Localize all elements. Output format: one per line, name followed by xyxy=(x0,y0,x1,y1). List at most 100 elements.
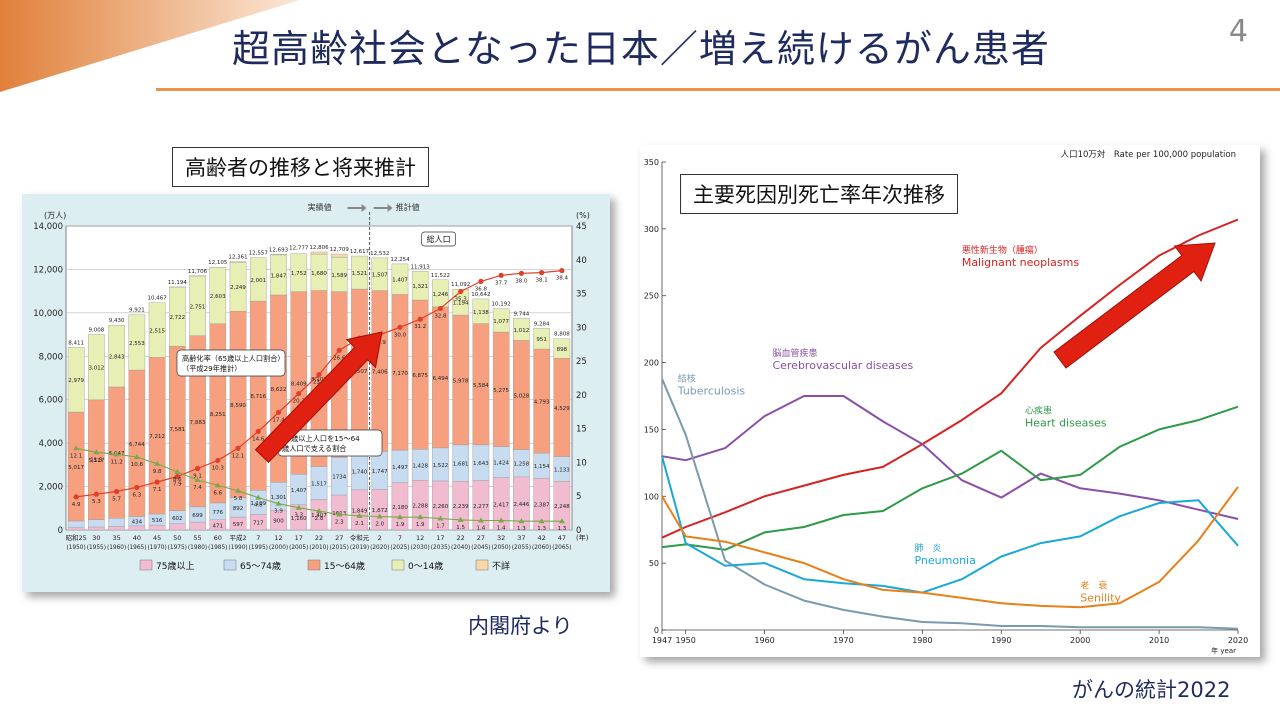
bar-value-label: 7,581 xyxy=(169,427,185,433)
x-tick-year: (2065) xyxy=(552,545,571,551)
y2-tick-label: 5 xyxy=(576,492,581,502)
legend-swatch xyxy=(307,559,321,571)
bar-value-label: 7,212 xyxy=(149,434,165,440)
bar-seg-0-14 xyxy=(411,271,429,301)
x-tick-year: (1965) xyxy=(127,545,146,551)
bar-value-label: 1,680 xyxy=(311,271,327,277)
support-ratio-point xyxy=(255,494,262,500)
support-ratio-point xyxy=(133,454,140,460)
x-tick-label: 12 xyxy=(416,534,424,542)
bar-value-label: 7,406 xyxy=(372,370,388,376)
x-tick-label: 40 xyxy=(133,534,141,542)
bar-seg-75plus xyxy=(169,523,186,531)
total-label: 9,008 xyxy=(88,327,104,333)
y2-tick-label: 15 xyxy=(576,425,587,435)
mortality-chart-panel: 0 50 100 150 200 250 300 350 1947 1950 1960 1970 198… xyxy=(640,145,1260,657)
mortality-source: がんの統計2022 xyxy=(1072,678,1231,702)
bar-value-label: 5,978 xyxy=(453,378,469,384)
bar-value-label: 1,847 xyxy=(271,273,287,279)
support-ratio-point xyxy=(477,517,484,523)
total-label: 9,430 xyxy=(109,318,125,324)
aging-rate-point xyxy=(316,372,322,378)
x-tick-label: 35 xyxy=(112,534,120,542)
bar-value-label: 471 xyxy=(213,523,224,529)
x-tick-year: (2055) xyxy=(512,545,531,551)
x-tick-label: 2000 xyxy=(1070,636,1090,645)
slide-title: 超高齢社会となった日本／増え続けるがん患者 xyxy=(232,27,1050,71)
bar-value-label: 1,077 xyxy=(493,319,509,325)
bar-value-label: 1,138 xyxy=(473,310,489,316)
y-tick-label: 300 xyxy=(644,225,659,234)
total-label: 10,192 xyxy=(492,302,511,308)
x-tick-label: 30 xyxy=(92,534,100,542)
bar-value-label: 1,258 xyxy=(514,462,530,468)
aging-rate-point xyxy=(336,347,342,353)
bar-value-label: 1,740 xyxy=(352,469,368,475)
bar-seg-65-74 xyxy=(108,518,125,527)
support-ratio-label: 6.6 xyxy=(213,490,222,496)
support-ratio-point xyxy=(316,508,322,514)
support-ratio-label: 8.6 xyxy=(173,477,182,483)
bar-value-label: 1,428 xyxy=(412,463,428,469)
bar-value-label: 8,590 xyxy=(230,403,246,409)
y-tick-label: 200 xyxy=(644,359,659,368)
bar-value-label: 2,001 xyxy=(250,278,266,284)
bar-seg-75plus xyxy=(108,526,125,531)
bar-value-label: 602 xyxy=(172,516,183,522)
x-tick-label: 22 xyxy=(315,534,323,542)
bar-value-label: 5,028 xyxy=(514,393,530,399)
aging-rate-label: 37.7 xyxy=(495,280,508,286)
bar-value-label: 2,603 xyxy=(210,294,226,300)
y-tick-label: 12,000 xyxy=(33,265,63,275)
aging-rate-point xyxy=(275,409,282,416)
legend-swatch xyxy=(139,559,153,571)
bar-value-label: 1,681 xyxy=(453,462,469,468)
x-tick-year: (2045) xyxy=(471,545,490,551)
bar-value-label: 892 xyxy=(233,506,244,512)
x-tick-label: 55 xyxy=(193,534,201,542)
aging-rate-point xyxy=(458,288,464,295)
y2-axis-label: (%) xyxy=(576,211,590,220)
mortality-chart: 0 50 100 150 200 250 300 350 1947 1950 1960 1970 198… xyxy=(644,149,1248,655)
y2-tick-label: 25 xyxy=(576,357,587,367)
bar-seg-0-14 xyxy=(148,302,166,358)
support-ratio-label: 1.4 xyxy=(477,526,486,532)
bar-value-label: 1,407 xyxy=(311,513,327,519)
support-ratio-label: 3.3 xyxy=(294,513,303,519)
bar-value-label: 1,517 xyxy=(311,481,327,487)
total-label: 12,557 xyxy=(249,250,269,256)
bar-value-label: 5,275 xyxy=(493,388,509,394)
bar-value-label: 8,103 xyxy=(311,377,327,383)
aging-rate-label: 10.3 xyxy=(212,465,225,471)
x-tick-label: 1990 xyxy=(991,636,1011,645)
bar-seg-75plus xyxy=(148,524,166,531)
series-line-pneumonia xyxy=(661,455,1239,594)
bar-seg-unknown xyxy=(229,261,247,263)
x-unit-label: (年) xyxy=(576,533,589,542)
actual-label: 実績値 xyxy=(308,202,332,212)
x-tick-label: 27 xyxy=(335,534,343,542)
bar-seg-0-14 xyxy=(108,325,125,388)
bar-value-label: 699 xyxy=(192,513,203,519)
bar-value-label: 1,872 xyxy=(372,508,388,514)
x-tick-label: 2010 xyxy=(1149,636,1169,645)
x-tick-label: 37 xyxy=(517,534,525,542)
x-tick-year: (2050) xyxy=(492,545,511,551)
support-ratio-label: 1.3 xyxy=(537,526,546,532)
support-ratio-point xyxy=(498,517,505,523)
y2-tick-label: 35 xyxy=(576,290,587,300)
bar-value-label: 2,722 xyxy=(169,315,185,321)
aging-rate-point xyxy=(215,457,221,464)
x-tick-year: (1970) xyxy=(147,545,166,551)
x-tick-label: 2 xyxy=(378,534,382,542)
aging-rate-label: 12.1 xyxy=(232,453,244,459)
aging-rate-point xyxy=(518,270,524,276)
bar-value-label: 2,843 xyxy=(109,355,125,361)
total-label: 12,361 xyxy=(228,255,247,261)
bar-value-label: 2,239 xyxy=(453,504,469,510)
bar-seg-0-14 xyxy=(553,338,571,359)
aging-rate-label: 5.3 xyxy=(92,499,101,505)
total-label: 10,642 xyxy=(471,292,490,298)
series-label-en-pneumonia: Pneumonia xyxy=(914,554,975,567)
support-ratio-point xyxy=(194,477,201,483)
